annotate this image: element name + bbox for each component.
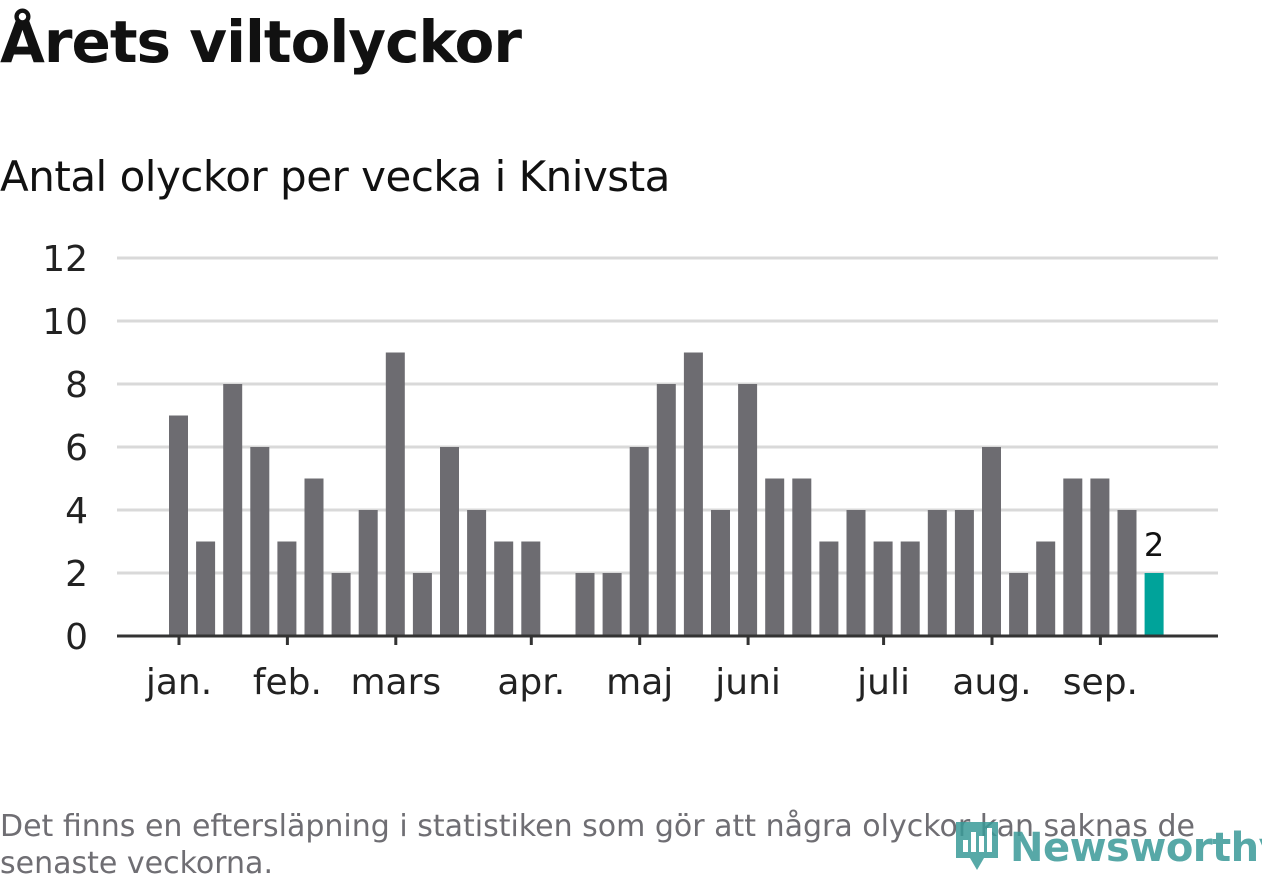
chart-subtitle: Antal olyckor per vecka i Knivsta [0,152,670,201]
x-tick-label: juni [714,662,781,703]
bar [169,415,188,636]
bar [575,573,595,636]
bar [1063,478,1083,636]
x-tick-label: feb. [253,662,322,703]
x-tick-label: sep. [1063,662,1138,703]
bar [927,510,947,636]
bar [819,541,839,636]
bar [982,447,1001,636]
bar [683,352,703,636]
x-axis-ticks: jan. feb. mars apr. maj juni juli aug. sep. [145,636,1138,703]
bar [792,478,812,636]
bar [494,541,514,636]
y-tick-label: 0 [65,617,88,658]
bar [738,384,758,636]
bar [846,510,866,636]
bar [521,541,541,636]
bar [900,541,920,636]
bar [1009,573,1029,636]
bar [629,447,649,636]
bar [711,510,730,636]
bar [277,541,297,636]
bar [656,384,676,636]
bar [1090,478,1110,636]
y-axis-tick-labels: 0 2 4 6 8 10 12 [42,239,88,658]
x-tick-label: jan. [145,662,212,703]
bar [1117,510,1137,636]
bar [602,573,622,636]
bar [250,447,270,636]
bar [358,510,378,636]
newsworthy-logo[interactable]: Newsworthy [952,818,1262,878]
bar [467,510,487,636]
chart-title: Årets viltolyckor [0,8,522,76]
bar [412,573,432,636]
logo-text: Newsworthy [1010,825,1262,871]
bar [223,384,243,636]
x-tick-label: apr. [497,662,565,703]
data-labels: 2 [1144,526,1164,564]
bar [304,478,324,636]
bar [1036,541,1056,636]
x-tick-label: maj [606,662,673,703]
bar [873,541,893,636]
y-tick-label: 4 [65,491,88,532]
bar [954,510,974,636]
bar-chart: 0 2 4 6 8 10 12 jan. feb. mars apr. maj juni juli aug… [42,239,1218,703]
bars [169,352,1164,636]
x-tick-label: mars [350,662,441,703]
x-tick-label: aug. [952,662,1031,703]
y-tick-label: 10 [42,302,88,343]
y-tick-label: 12 [42,239,88,280]
x-tick-label: juli [856,662,910,703]
y-tick-label: 8 [65,365,88,406]
y-tick-label: 2 [65,554,88,595]
y-tick-label: 6 [65,428,88,469]
bar [765,478,785,636]
bar [385,352,405,636]
bar [440,447,459,636]
newsworthy-logo-icon [956,822,998,870]
bar [196,541,216,636]
bar [331,573,351,636]
data-label: 2 [1144,526,1164,564]
bar-highlight [1144,573,1164,636]
